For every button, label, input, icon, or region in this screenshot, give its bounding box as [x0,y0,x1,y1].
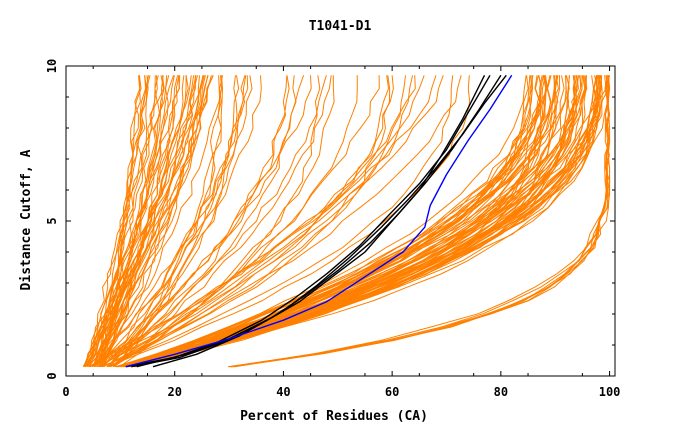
x-tick-label: 0 [62,385,69,399]
x-tick-label: 20 [167,385,181,399]
highlight-series-line-3 [152,74,507,368]
y-axis-label: Distance Cutoff, A [19,149,34,290]
bundle-1-series-line [114,75,262,368]
y-tick-label: 5 [45,217,59,224]
bundle-0-series-line [96,75,204,367]
x-tick-label: 80 [494,385,508,399]
bundle-1-series-line [103,75,406,368]
bundle-1-series-line [89,75,416,368]
bundle-3-series-line [231,75,611,368]
bundle-2-series-line [118,75,534,368]
series-layer [82,74,611,368]
bundle-1-series-line [113,75,321,368]
bundle-1-series-line [96,75,414,368]
bundle-3-series-line [234,75,611,368]
bundle-1-series-line [110,75,327,368]
bundle-2-series-line [135,75,599,368]
bundle-1-series-line [106,75,290,368]
bundle-0-series-line [102,75,192,367]
bundle-0-series-line [94,75,164,367]
y-tick-label: 10 [45,59,59,73]
y-tick-label: 0 [45,372,59,379]
bundle-2-series-line [118,75,548,368]
highlight-series-line-4 [125,74,513,368]
bundle-2-series-line [116,75,541,368]
bundle-2-series-line [130,75,531,368]
highlight-series-line-2 [131,74,486,368]
bundle-2-series-line [115,75,561,368]
bundle-2-series-line [124,75,533,368]
bundle-0-series-line [89,75,149,367]
bundle-2-series-line [134,75,582,368]
x-tick-label: 60 [385,385,399,399]
bundle-1-series-line [109,75,247,367]
bundle-1-series-line [107,75,224,368]
bundle-1-series-line [98,75,223,367]
tick-layer: 0 20 40 60 80 100 0 5 10 [45,59,620,399]
bundle-0-series-line [102,75,206,367]
bundle-0-series-line [84,75,196,368]
bundle-0-series-line [94,75,200,367]
bundle-2-series-line [135,75,586,368]
bundle-1-series-line [106,75,471,368]
bundle-0-series-line [96,75,159,367]
bundle-1-series-line [113,75,335,368]
bundle-0-series-line [99,75,209,367]
bundle-1-series-line [103,75,221,367]
x-tick-label: 40 [276,385,290,399]
bundle-1-series-line [93,75,288,368]
bundle-1-series-line [102,75,297,368]
bundle-0-series-line [83,75,214,367]
bundle-2-series-line [121,75,598,368]
chart-title: T1041-D1 [309,19,372,34]
x-axis-label: Percent of Residues (CA) [240,409,428,424]
bundle-1-series-line [109,75,358,368]
bundle-1-series-line [102,75,312,368]
bundle-2-series-line [116,75,575,368]
bundle-0-series-line [82,75,205,367]
bundle-1-series-line [91,75,437,368]
bundle-2-series-line [123,75,599,368]
bundle-1-series-line [119,75,380,368]
bundle-1-series-line [108,75,462,368]
bundle-1-series-line [99,75,454,368]
bundle-2-series-line [118,75,601,368]
bundle-0-series-line [103,75,141,367]
bundle-0-series-line [99,75,165,367]
bundle-1-series-line [99,75,444,368]
x-tick-label: 100 [599,385,621,399]
bundle-2-series-line [125,75,555,368]
